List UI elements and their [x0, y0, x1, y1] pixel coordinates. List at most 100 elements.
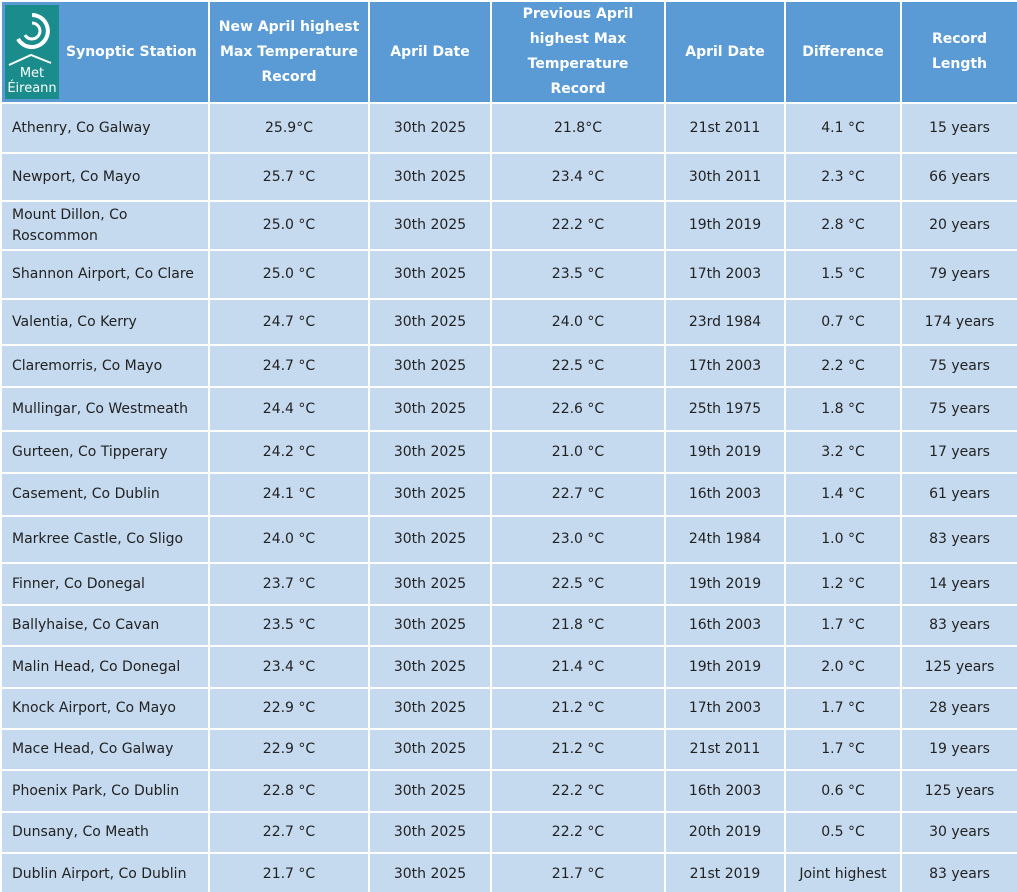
- table-cell: 25.0 °C: [208, 200, 370, 251]
- table-cell: Athenry, Co Galway: [0, 102, 210, 154]
- table-cell: Mace Head, Co Galway: [0, 728, 210, 771]
- table-cell: Mount Dillon, Co Roscommon: [0, 200, 210, 251]
- table-cell: 30th 2025: [368, 472, 492, 517]
- table-cell: 30th 2025: [368, 298, 492, 346]
- table-cell: 30th 2025: [368, 811, 492, 854]
- column-header: April Date: [368, 0, 492, 104]
- table-cell: 24.0 °C: [490, 298, 666, 346]
- table-cell: 21.4 °C: [490, 645, 666, 689]
- table-cell: 21.8 °C: [490, 604, 666, 647]
- table-row: Finner, Co Donegal 23.7 °C 30th 2025 22.5 °…: [0, 562, 1017, 606]
- table-cell: 0.5 °C: [784, 811, 902, 854]
- table-cell: 19th 2019: [664, 645, 786, 689]
- table-cell: 1.8 °C: [784, 386, 902, 432]
- table-row: Gurteen, Co Tipperary 24.2 °C 30th 2025 21.…: [0, 430, 1017, 474]
- table-cell: Mullingar, Co Westmeath: [0, 386, 210, 432]
- table-cell: 30th 2025: [368, 687, 492, 730]
- table-cell: Shannon Airport, Co Clare: [0, 249, 210, 300]
- table-cell: 24.7 °C: [208, 344, 370, 388]
- table-cell: 66 years: [900, 152, 1017, 202]
- table-cell: 23.4 °C: [490, 152, 666, 202]
- table-cell: 30 years: [900, 811, 1017, 854]
- table-cell: 2.2 °C: [784, 344, 902, 388]
- table-cell: 30th 2025: [368, 152, 492, 202]
- table-cell: 2.3 °C: [784, 152, 902, 202]
- table-row: Shannon Airport, Co Clare 25.0 °C 30th 202…: [0, 249, 1017, 300]
- table-cell: 1.2 °C: [784, 562, 902, 606]
- table-cell: Knock Airport, Co Mayo: [0, 687, 210, 730]
- table-cell: 22.5 °C: [490, 562, 666, 606]
- table-cell: 75 years: [900, 344, 1017, 388]
- table-cell: 0.7 °C: [784, 298, 902, 346]
- table-cell: 23rd 1984: [664, 298, 786, 346]
- table-cell: 20th 2019: [664, 811, 786, 854]
- table-cell: 125 years: [900, 645, 1017, 689]
- column-header: New April highest Max Temperature Record: [208, 0, 370, 104]
- table-cell: 21.0 °C: [490, 430, 666, 474]
- table-cell: 30th 2025: [368, 249, 492, 300]
- table-cell: 3.2 °C: [784, 430, 902, 474]
- table-cell: 22.8 °C: [208, 769, 370, 813]
- table-cell: 17 years: [900, 430, 1017, 474]
- table-cell: 22.7 °C: [490, 472, 666, 517]
- table-row: Dublin Airport, Co Dublin 21.7 °C 30th 202…: [0, 852, 1017, 892]
- table-cell: 16th 2003: [664, 604, 786, 647]
- table-cell: 24.7 °C: [208, 298, 370, 346]
- table-cell: 30th 2025: [368, 430, 492, 474]
- table-cell: Finner, Co Donegal: [0, 562, 210, 606]
- column-header: Difference: [784, 0, 902, 104]
- table-cell: 21.7 °C: [490, 852, 666, 892]
- table-cell: 30th 2025: [368, 515, 492, 564]
- table-cell: 19th 2019: [664, 562, 786, 606]
- table-cell: 25.7 °C: [208, 152, 370, 202]
- table-cell: 83 years: [900, 852, 1017, 892]
- table-cell: 22.2 °C: [490, 811, 666, 854]
- table-cell: 15 years: [900, 102, 1017, 154]
- column-header: Previous April highest Max Temperature R…: [490, 0, 666, 104]
- table-cell: 75 years: [900, 386, 1017, 432]
- table-cell: 17th 2003: [664, 249, 786, 300]
- table-cell: 22.5 °C: [490, 344, 666, 388]
- table-cell: 22.6 °C: [490, 386, 666, 432]
- table-cell: 21.7 °C: [208, 852, 370, 892]
- table-cell: 30th 2025: [368, 562, 492, 606]
- table-cell: 21st 2011: [664, 728, 786, 771]
- table-cell: 16th 2003: [664, 769, 786, 813]
- table-cell: 1.0 °C: [784, 515, 902, 564]
- table-cell: 2.0 °C: [784, 645, 902, 689]
- table-cell: 30th 2025: [368, 604, 492, 647]
- table-cell: 22.2 °C: [490, 769, 666, 813]
- table-cell: 30th 2025: [368, 344, 492, 388]
- table-cell: 30th 2025: [368, 386, 492, 432]
- table-row: Newport, Co Mayo 25.7 °C 30th 2025 23.4 °C 3…: [0, 152, 1017, 202]
- table-cell: Malin Head, Co Donegal: [0, 645, 210, 689]
- table-cell: 23.5 °C: [490, 249, 666, 300]
- table-cell: 4.1 °C: [784, 102, 902, 154]
- table-cell: 30th 2011: [664, 152, 786, 202]
- table-cell: Casement, Co Dublin: [0, 472, 210, 517]
- table-cell: 19th 2019: [664, 430, 786, 474]
- table-cell: 125 years: [900, 769, 1017, 813]
- table-cell: 17th 2003: [664, 344, 786, 388]
- table-cell: 16th 2003: [664, 472, 786, 517]
- table-cell: 22.9 °C: [208, 728, 370, 771]
- column-header: Record Length: [900, 0, 1017, 104]
- table-cell: 25th 1975: [664, 386, 786, 432]
- table-cell: 24.0 °C: [208, 515, 370, 564]
- table-cell: 23.7 °C: [208, 562, 370, 606]
- table-cell: 20 years: [900, 200, 1017, 251]
- table-cell: Gurteen, Co Tipperary: [0, 430, 210, 474]
- table-cell: 83 years: [900, 604, 1017, 647]
- logo: [5, 5, 59, 99]
- table-cell: 1.7 °C: [784, 728, 902, 771]
- table-cell: 24.4 °C: [208, 386, 370, 432]
- table-row: Mace Head, Co Galway 22.9 °C 30th 2025 21.2…: [0, 728, 1017, 771]
- table-cell: 28 years: [900, 687, 1017, 730]
- table-cell: 19 years: [900, 728, 1017, 771]
- logo-text: Met Éireann: [7, 66, 57, 96]
- table-cell: 19th 2019: [664, 200, 786, 251]
- table-cell: 23.5 °C: [208, 604, 370, 647]
- table-row: Phoenix Park, Co Dublin 22.8 °C 30th 2025 2…: [0, 769, 1017, 813]
- table-cell: 24.1 °C: [208, 472, 370, 517]
